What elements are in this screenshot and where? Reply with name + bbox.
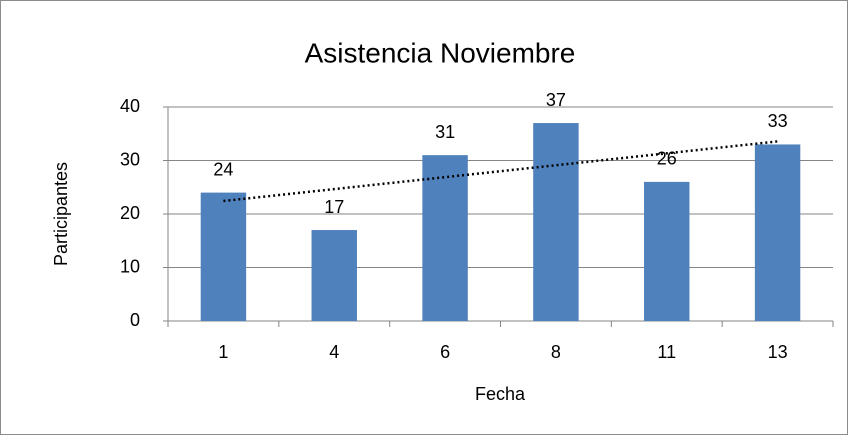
- data-label: 31: [435, 122, 455, 142]
- y-tick-label: 20: [120, 203, 140, 223]
- y-axis-label: Participantes: [51, 162, 71, 266]
- data-label: 24: [213, 159, 233, 179]
- x-tick-label: 6: [440, 342, 450, 362]
- bar: [311, 230, 357, 321]
- x-tick-label: 8: [551, 342, 561, 362]
- x-tick-label: 11: [657, 342, 676, 362]
- data-label: 26: [657, 149, 677, 169]
- bar: [200, 192, 247, 321]
- chart-title: Asistencia Noviembre: [305, 37, 576, 68]
- data-label: 33: [768, 111, 788, 131]
- x-tick-label: 1: [218, 342, 228, 362]
- bar: [754, 144, 801, 321]
- y-tick-label: 0: [130, 310, 140, 330]
- y-tick-label: 10: [120, 256, 140, 276]
- bar: [533, 123, 579, 321]
- y-tick-label: 30: [120, 149, 140, 169]
- x-axis-label: Fecha: [475, 384, 526, 404]
- x-tick-label: 4: [329, 342, 339, 362]
- y-tick-label: 40: [120, 96, 140, 116]
- data-label: 37: [546, 90, 566, 110]
- bar: [644, 181, 690, 321]
- bar: [422, 155, 468, 321]
- x-tick-label: 13: [768, 342, 788, 362]
- data-label: 17: [324, 197, 344, 217]
